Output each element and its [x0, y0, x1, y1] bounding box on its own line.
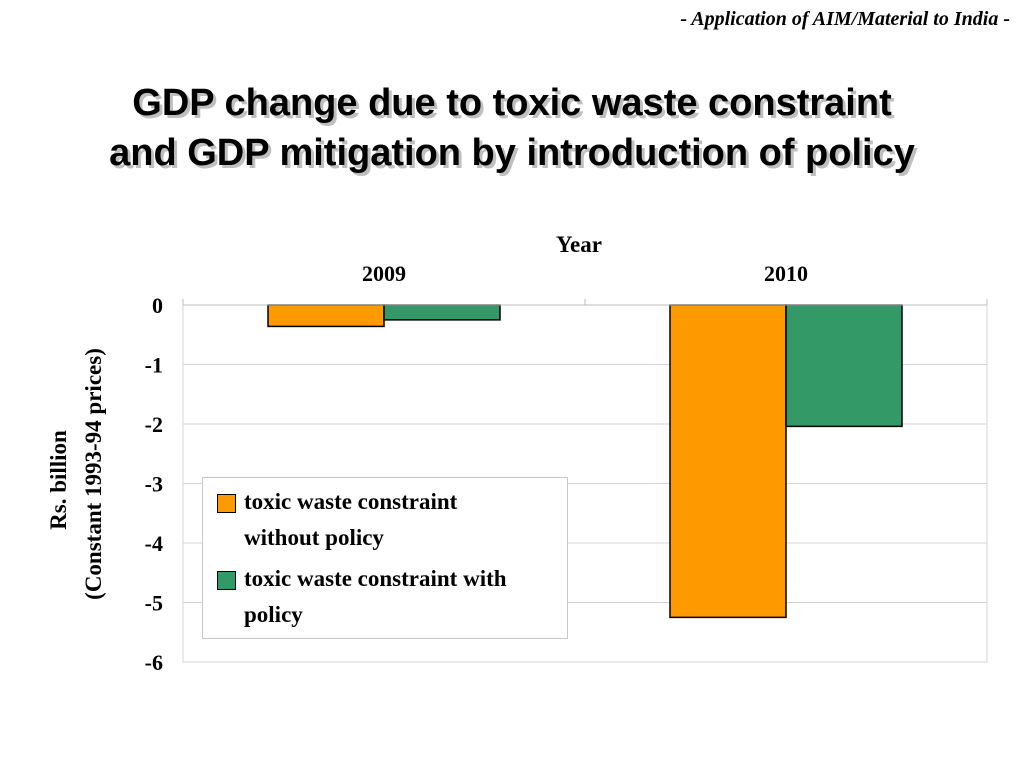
legend-label-with-policy-line-2: policy [244, 602, 303, 627]
y-tick-label: -1 [145, 353, 163, 378]
x-category-label: 2010 [764, 261, 808, 286]
bar-2009-series-1 [267, 304, 385, 328]
axis-layer: 0 -1 -2 -3 -4 -5 -6 2009 2010 [145, 261, 988, 675]
legend-label-with-policy: toxic waste constraint with policy [244, 561, 507, 633]
slide-title: GDP change due to toxic waste constraint… [0, 78, 1024, 178]
title-line-1: GDP change due to toxic waste constraint [132, 82, 892, 124]
y-tick-label: -6 [145, 650, 163, 675]
x-category-label: 2009 [362, 261, 406, 286]
y-axis-title-line-1: Rs. billion [46, 430, 71, 530]
legend-label-without-policy-line-1: toxic waste constraint [244, 489, 458, 514]
legend-item-with-policy: toxic waste constraint with policy [217, 561, 567, 633]
bar-2010-series-2 [785, 304, 903, 428]
legend-label-with-policy-line-1: toxic waste constraint with [244, 566, 507, 591]
y-axis-title-line-2: (Constant 1993-94 prices) [81, 348, 106, 600]
y-tick-label: -5 [145, 591, 163, 616]
legend-item-without-policy: toxic waste constraint without policy [217, 484, 567, 556]
bar-2009-series-2 [383, 304, 501, 321]
legend-label-without-policy: toxic waste constraint without policy [244, 484, 457, 556]
title-line-2: and GDP mitigation by introduction of po… [109, 132, 915, 174]
y-tick-label: -4 [145, 531, 163, 556]
y-tick-label: 0 [152, 293, 163, 318]
chart-legend: toxic waste constraint without policy to… [202, 477, 568, 639]
legend-swatch-without-policy [217, 494, 236, 513]
header-note: - Application of AIM/Material to India - [680, 8, 1010, 30]
bars-layer [267, 304, 903, 619]
legend-swatch-with-policy [217, 571, 236, 590]
x-axis-title: Year [556, 232, 602, 257]
y-tick-label: -2 [145, 412, 163, 437]
legend-label-without-policy-line-2: without policy [244, 525, 384, 550]
bar-2010-series-1 [669, 304, 787, 619]
y-tick-label: -3 [145, 472, 163, 497]
